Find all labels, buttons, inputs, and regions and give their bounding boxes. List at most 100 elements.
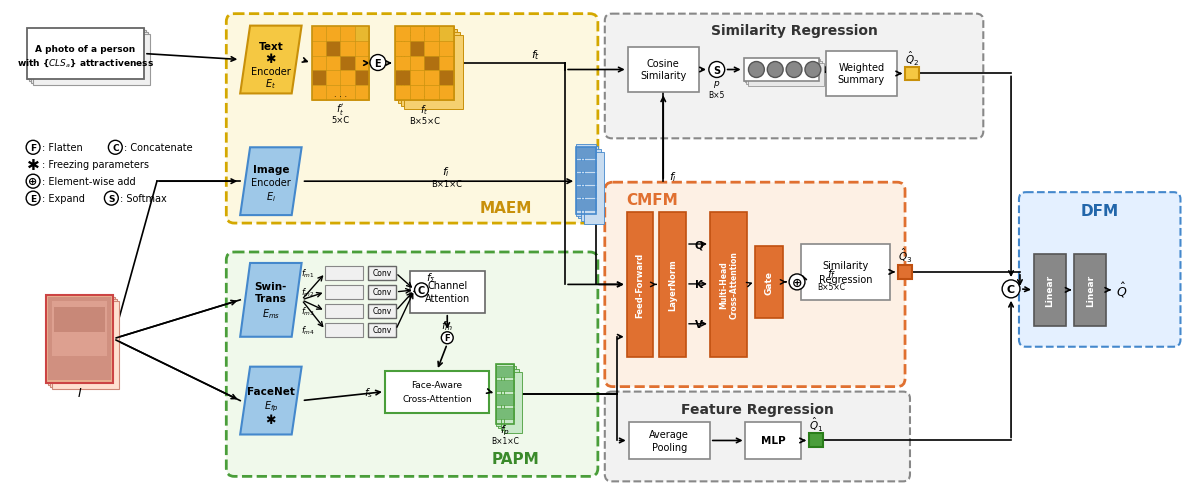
- Bar: [395, 57, 409, 71]
- Text: Trans: Trans: [254, 293, 287, 303]
- Text: Text: Text: [258, 42, 283, 52]
- FancyBboxPatch shape: [397, 30, 457, 104]
- Text: A photo of a person: A photo of a person: [36, 45, 136, 54]
- Text: $f_t'$: $f_t'$: [336, 102, 344, 117]
- Text: Conv: Conv: [372, 307, 391, 316]
- Text: MLP: MLP: [761, 435, 786, 445]
- Text: Average: Average: [649, 430, 689, 439]
- Text: Similarity: Similarity: [822, 261, 869, 271]
- FancyBboxPatch shape: [628, 48, 698, 93]
- Text: Conv: Conv: [372, 269, 391, 278]
- Text: C: C: [418, 286, 425, 295]
- Text: : Expand: : Expand: [42, 194, 85, 204]
- Circle shape: [767, 63, 784, 78]
- FancyBboxPatch shape: [746, 62, 822, 85]
- Text: B×1×C: B×1×C: [431, 179, 462, 188]
- Text: $f_{m1}$: $f_{m1}$: [301, 267, 314, 280]
- Text: B×1×C: B×1×C: [491, 436, 518, 445]
- FancyBboxPatch shape: [34, 35, 150, 86]
- FancyBboxPatch shape: [368, 323, 396, 337]
- Text: S: S: [713, 65, 720, 75]
- Bar: [425, 57, 439, 71]
- FancyBboxPatch shape: [578, 147, 598, 218]
- Bar: [409, 42, 425, 57]
- FancyBboxPatch shape: [29, 31, 146, 82]
- FancyBboxPatch shape: [1034, 255, 1066, 326]
- FancyBboxPatch shape: [52, 301, 107, 356]
- Text: K: K: [695, 280, 703, 290]
- Text: $f_s$: $f_s$: [365, 385, 373, 399]
- Text: Summary: Summary: [838, 75, 884, 85]
- Text: ✱: ✱: [265, 53, 276, 66]
- Polygon shape: [240, 148, 301, 215]
- Bar: [395, 86, 409, 101]
- FancyBboxPatch shape: [368, 267, 396, 281]
- Text: · · ·: · · ·: [334, 93, 347, 102]
- Bar: [439, 57, 454, 71]
- Text: $f_t$: $f_t$: [530, 49, 540, 62]
- Text: $\hat{Q}_1$: $\hat{Q}_1$: [809, 415, 823, 433]
- Bar: [312, 42, 326, 57]
- Text: $f_f$: $f_f$: [827, 267, 836, 280]
- Text: : Freezing parameters: : Freezing parameters: [42, 160, 149, 170]
- Circle shape: [805, 63, 821, 78]
- FancyBboxPatch shape: [576, 174, 596, 185]
- FancyBboxPatch shape: [605, 15, 983, 139]
- Text: $f_p$: $f_p$: [499, 422, 510, 437]
- Text: $f_i$: $f_i$: [443, 165, 450, 179]
- FancyBboxPatch shape: [496, 408, 514, 419]
- Text: CMFM: CMFM: [626, 192, 678, 207]
- Text: $p$: $p$: [713, 79, 720, 90]
- Polygon shape: [240, 264, 301, 337]
- Text: Similarity Regression: Similarity Regression: [710, 24, 877, 38]
- Circle shape: [749, 63, 764, 78]
- FancyBboxPatch shape: [584, 153, 604, 224]
- Polygon shape: [240, 27, 301, 94]
- FancyBboxPatch shape: [368, 304, 396, 318]
- Text: Image: Image: [253, 165, 289, 175]
- Text: Conv: Conv: [372, 326, 391, 335]
- FancyBboxPatch shape: [496, 380, 514, 391]
- Text: FaceNet: FaceNet: [247, 386, 295, 396]
- FancyBboxPatch shape: [46, 295, 113, 383]
- Bar: [326, 27, 341, 42]
- Text: $\hat{Q}$: $\hat{Q}$: [1116, 281, 1128, 300]
- Text: Regression: Regression: [818, 275, 872, 285]
- Circle shape: [26, 175, 40, 189]
- FancyBboxPatch shape: [576, 145, 596, 216]
- Bar: [355, 42, 368, 57]
- Bar: [341, 86, 355, 101]
- Circle shape: [442, 332, 454, 344]
- Text: ⊕: ⊕: [792, 276, 803, 289]
- Text: $E_{ms}$: $E_{ms}$: [262, 306, 280, 320]
- Text: Similarity: Similarity: [640, 71, 686, 81]
- Bar: [439, 86, 454, 101]
- Text: Feature Regression: Feature Regression: [680, 402, 834, 416]
- Text: ✱: ✱: [26, 157, 40, 172]
- Text: $f_t$: $f_t$: [420, 103, 428, 117]
- FancyBboxPatch shape: [31, 33, 148, 84]
- FancyBboxPatch shape: [749, 64, 823, 87]
- FancyBboxPatch shape: [1019, 193, 1181, 347]
- FancyBboxPatch shape: [576, 161, 596, 172]
- Bar: [341, 71, 355, 86]
- FancyBboxPatch shape: [576, 148, 596, 159]
- FancyBboxPatch shape: [605, 392, 910, 481]
- Circle shape: [104, 192, 119, 206]
- Text: $f_{m4}$: $f_{m4}$: [300, 324, 314, 336]
- FancyBboxPatch shape: [605, 183, 905, 387]
- FancyBboxPatch shape: [46, 295, 113, 383]
- FancyBboxPatch shape: [504, 372, 522, 434]
- Text: Feed-Forward: Feed-Forward: [636, 253, 644, 318]
- Text: with {$CLS_a$} attractiveness: with {$CLS_a$} attractiveness: [17, 57, 154, 68]
- Text: B×5: B×5: [708, 91, 725, 100]
- Bar: [326, 57, 341, 71]
- FancyBboxPatch shape: [409, 272, 485, 313]
- Text: Linear: Linear: [1045, 274, 1054, 306]
- Text: $E_t$: $E_t$: [265, 78, 276, 91]
- FancyBboxPatch shape: [581, 150, 601, 221]
- Bar: [355, 57, 368, 71]
- FancyBboxPatch shape: [629, 422, 710, 459]
- Text: PAPM: PAPM: [492, 451, 540, 466]
- FancyBboxPatch shape: [576, 187, 596, 198]
